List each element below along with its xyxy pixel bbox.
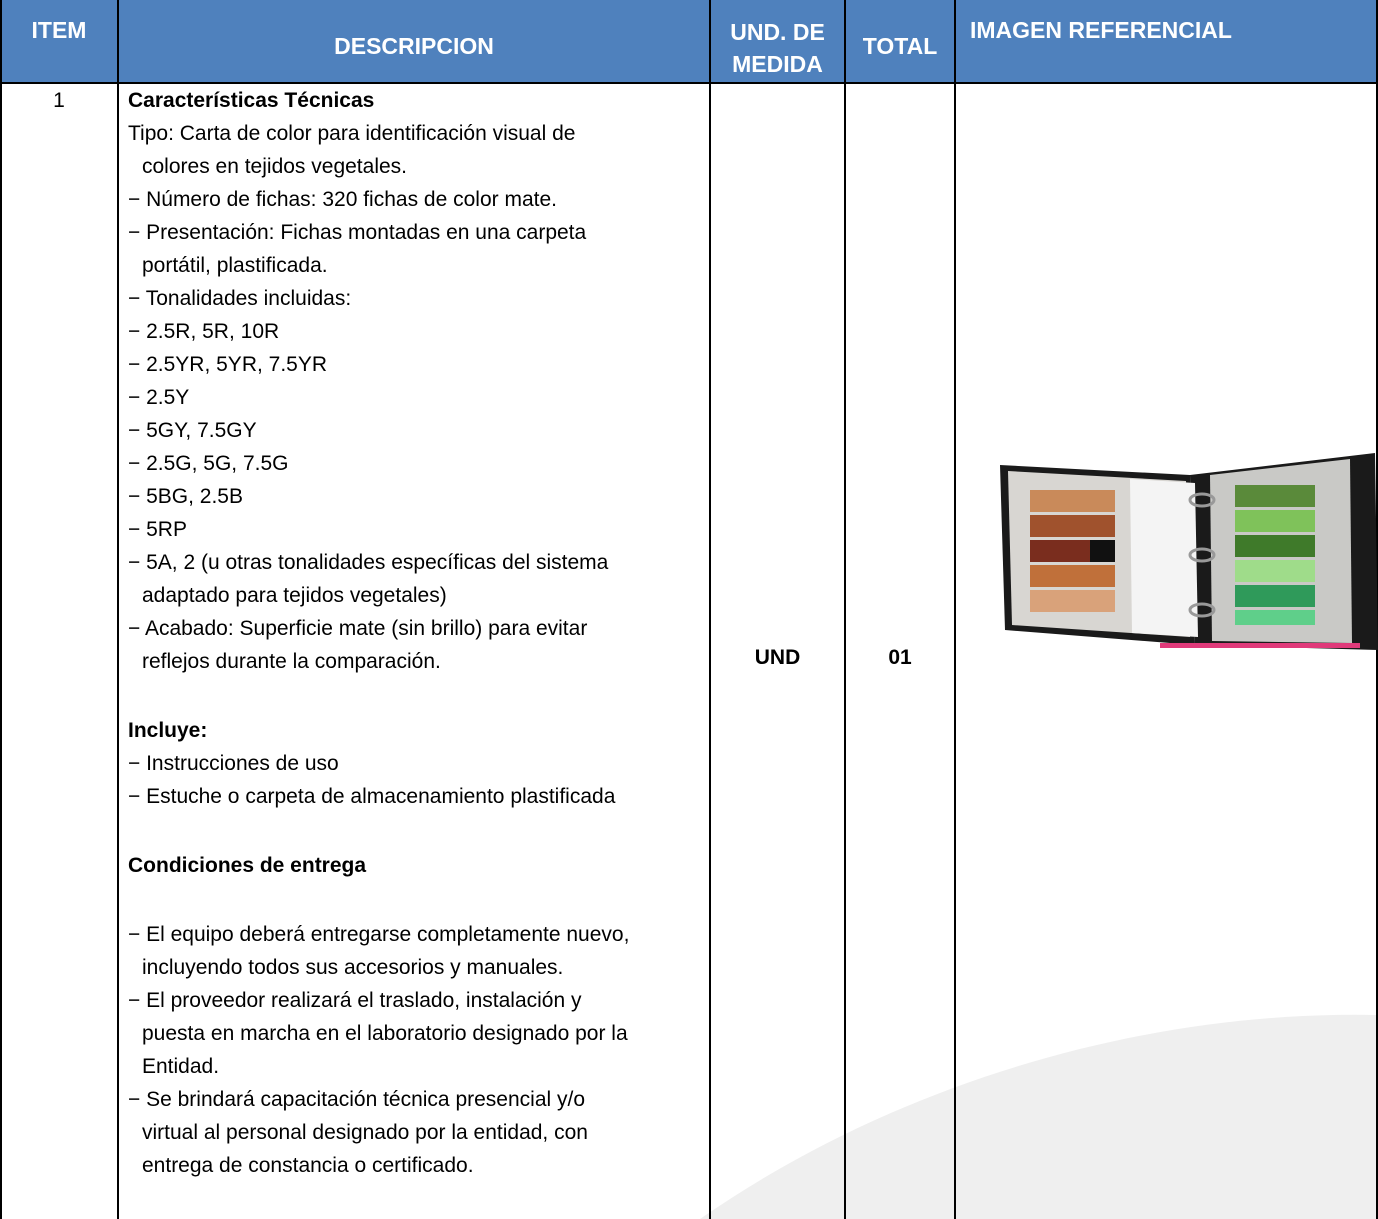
description-line: − Se brindará capacitación técnica prese… — [128, 1088, 586, 1111]
header-unit-line: MEDIDA — [732, 51, 823, 77]
description-line: − El equipo deberá entregarse completame… — [128, 923, 630, 946]
description-line: − Número de fichas: 320 fichas de color … — [128, 188, 557, 211]
section-heading: Condiciones de entrega — [128, 854, 367, 877]
description-line: Entidad. — [142, 1055, 220, 1078]
description-line: reflejos durante la comparación. — [142, 650, 441, 673]
description-section: Características Técnicas Tipo: Carta de c… — [128, 84, 708, 678]
cell-item: 1 — [53, 89, 65, 112]
cell-total: 01 — [888, 646, 912, 669]
description-line: − 2.5R, 5R, 10R — [128, 320, 280, 343]
cell-description: Características Técnicas Tipo: Carta de c… — [128, 84, 708, 1182]
cell-unit: UND — [754, 646, 801, 669]
description-line: − 5GY, 7.5GY — [128, 419, 257, 442]
description-line: colores en tejidos vegetales. — [142, 155, 407, 178]
description-line: − Acabado: Superficie mate (sin brillo) … — [128, 617, 588, 640]
column-border — [709, 0, 711, 1219]
description-line: − Presentación: Fichas montadas en una c… — [128, 221, 587, 244]
column-border — [844, 0, 846, 1219]
description-line: − 5RP — [128, 518, 187, 541]
description-line: puesta en marcha en el laboratorio desig… — [142, 1022, 628, 1045]
header-row — [0, 0, 1378, 82]
column-border — [954, 0, 956, 1219]
description-line: − 2.5YR, 5YR, 7.5YR — [128, 353, 328, 376]
description-section: Condiciones de entrega − El equipo deberá… — [128, 849, 708, 1182]
description-line: − 5BG, 2.5B — [128, 485, 243, 508]
header-unit-line: UND. DE — [730, 19, 825, 45]
description-line: portátil, plastificada. — [142, 254, 328, 277]
header-item: ITEM — [31, 17, 87, 43]
description-line: Tipo: Carta de color para identificación… — [128, 122, 576, 145]
section-heading: Características Técnicas — [128, 89, 375, 112]
column-border — [117, 0, 119, 1219]
description-line: entrega de constancia o certificado. — [142, 1154, 474, 1177]
reference-image — [1000, 453, 1378, 650]
description-line: − El proveedor realizará el traslado, in… — [128, 989, 582, 1012]
row-border — [0, 82, 1378, 84]
description-line: virtual al personal designado por la ent… — [142, 1121, 588, 1144]
description-line: − 2.5Y — [128, 386, 190, 409]
description-section: Incluye: − Instrucciones de uso − Estuche … — [128, 714, 708, 813]
description-line: − Estuche o carpeta de almacenamiento pl… — [128, 785, 616, 808]
header-total: TOTAL — [862, 33, 938, 59]
header-unit: UND. DE MEDIDA — [710, 16, 845, 80]
section-heading: Incluye: — [128, 719, 208, 742]
header-image: IMAGEN REFERENCIAL — [970, 17, 1232, 43]
description-line: − 5A, 2 (u otras tonalidades específicas… — [128, 551, 609, 574]
description-line: − Tonalidades incluidas: — [128, 287, 352, 310]
description-line: adaptado para tejidos vegetales) — [142, 584, 447, 607]
header-description: DESCRIPCION — [334, 33, 494, 59]
description-line: − Instrucciones de uso — [128, 752, 339, 775]
description-line: incluyendo todos sus accesorios y manual… — [142, 956, 564, 979]
description-line: − 2.5G, 5G, 7.5G — [128, 452, 289, 475]
column-border — [0, 0, 2, 1219]
